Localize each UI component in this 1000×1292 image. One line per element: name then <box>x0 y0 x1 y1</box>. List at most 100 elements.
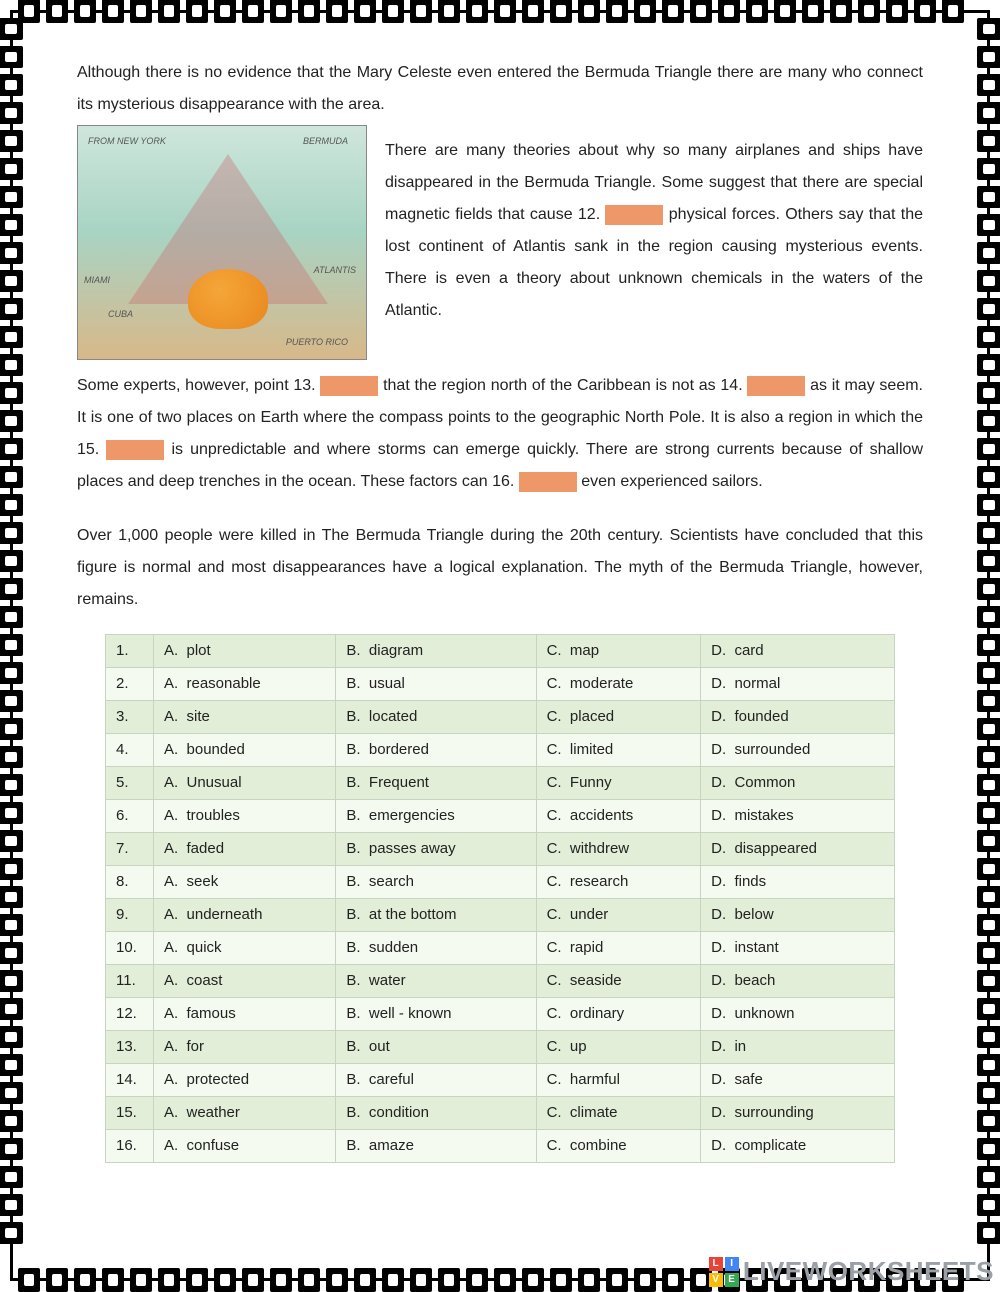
table-row: 9.A. underneathB. at the bottomC. underD… <box>106 899 895 932</box>
film-strip-left <box>0 15 23 1276</box>
answer-cell[interactable]: B. at the bottom <box>336 899 536 932</box>
answer-cell[interactable]: 15. <box>106 1097 154 1130</box>
answer-cell[interactable]: B. sudden <box>336 932 536 965</box>
answer-cell[interactable]: A. plot <box>154 635 336 668</box>
p3-text-a: Some experts, however, point 13. <box>77 377 320 394</box>
answer-cell[interactable]: 8. <box>106 866 154 899</box>
blank-12[interactable] <box>605 205 663 225</box>
table-row: 10.A. quickB. suddenC. rapidD. instant <box>106 932 895 965</box>
answer-cell[interactable]: 10. <box>106 932 154 965</box>
answer-cell[interactable]: A. faded <box>154 833 336 866</box>
answer-cell[interactable]: B. search <box>336 866 536 899</box>
answer-cell[interactable]: A. reasonable <box>154 668 336 701</box>
answer-cell[interactable]: C. research <box>536 866 701 899</box>
answer-cell[interactable]: B. passes away <box>336 833 536 866</box>
answer-cell[interactable]: C. map <box>536 635 701 668</box>
answer-cell[interactable]: 9. <box>106 899 154 932</box>
answer-cell[interactable]: D. surrounding <box>701 1097 895 1130</box>
answer-cell[interactable]: 2. <box>106 668 154 701</box>
answer-cell[interactable]: C. withdrew <box>536 833 701 866</box>
answer-cell[interactable]: A. troubles <box>154 800 336 833</box>
answer-cell[interactable]: D. unknown <box>701 998 895 1031</box>
answer-cell[interactable]: D. complicate <box>701 1130 895 1163</box>
octopus-icon <box>188 269 268 329</box>
map-label-miami: MIAMI <box>84 271 110 289</box>
paragraph-4: Over 1,000 people were killed in The Ber… <box>77 520 923 616</box>
answer-cell[interactable]: 14. <box>106 1064 154 1097</box>
answer-cell[interactable]: B. located <box>336 701 536 734</box>
answer-cell[interactable]: C. moderate <box>536 668 701 701</box>
answer-cell[interactable]: D. surrounded <box>701 734 895 767</box>
answer-cell[interactable]: D. card <box>701 635 895 668</box>
answer-cell[interactable]: D. instant <box>701 932 895 965</box>
answer-cell[interactable]: A. protected <box>154 1064 336 1097</box>
answer-cell[interactable]: C. harmful <box>536 1064 701 1097</box>
answer-cell[interactable]: A. for <box>154 1031 336 1064</box>
answer-cell[interactable]: 13. <box>106 1031 154 1064</box>
answer-cell[interactable]: C. up <box>536 1031 701 1064</box>
answer-cell[interactable]: A. famous <box>154 998 336 1031</box>
answer-cell[interactable]: B. water <box>336 965 536 998</box>
blank-16[interactable] <box>519 472 577 492</box>
answer-cell[interactable]: 12. <box>106 998 154 1031</box>
answer-cell[interactable]: D. in <box>701 1031 895 1064</box>
answer-cell[interactable]: C. placed <box>536 701 701 734</box>
answer-cell[interactable]: D. normal <box>701 668 895 701</box>
answer-cell[interactable]: A. site <box>154 701 336 734</box>
answer-cell[interactable]: 3. <box>106 701 154 734</box>
answer-cell[interactable]: A. confuse <box>154 1130 336 1163</box>
map-label-pr: PUERTO RICO <box>286 333 348 351</box>
answer-cell[interactable]: D. beach <box>701 965 895 998</box>
answer-cell[interactable]: 5. <box>106 767 154 800</box>
answer-cell[interactable]: B. Frequent <box>336 767 536 800</box>
answer-cell[interactable]: B. amaze <box>336 1130 536 1163</box>
answer-cell[interactable]: D. mistakes <box>701 800 895 833</box>
answer-cell[interactable]: B. condition <box>336 1097 536 1130</box>
answer-cell[interactable]: 16. <box>106 1130 154 1163</box>
answer-cell[interactable]: D. safe <box>701 1064 895 1097</box>
answer-cell[interactable]: D. Common <box>701 767 895 800</box>
answer-cell[interactable]: A. weather <box>154 1097 336 1130</box>
watermark-logo: LIVE <box>709 1257 739 1287</box>
answer-cell[interactable]: A. Unusual <box>154 767 336 800</box>
answer-cell[interactable]: C. climate <box>536 1097 701 1130</box>
answer-cell[interactable]: C. limited <box>536 734 701 767</box>
answer-cell[interactable]: A. bounded <box>154 734 336 767</box>
answer-cell[interactable]: D. below <box>701 899 895 932</box>
watermark: LIVE LIVEWORKSHEETS <box>709 1256 994 1287</box>
answer-cell[interactable]: D. founded <box>701 701 895 734</box>
answer-cell[interactable]: C. rapid <box>536 932 701 965</box>
answer-cell[interactable]: C. under <box>536 899 701 932</box>
answer-cell[interactable]: C. Funny <box>536 767 701 800</box>
answer-cell[interactable]: D. finds <box>701 866 895 899</box>
blank-14[interactable] <box>747 376 805 396</box>
answer-cell[interactable]: C. ordinary <box>536 998 701 1031</box>
answer-cell[interactable]: B. out <box>336 1031 536 1064</box>
answer-cell[interactable]: B. bordered <box>336 734 536 767</box>
answer-cell[interactable]: B. emergencies <box>336 800 536 833</box>
blank-15[interactable] <box>106 440 164 460</box>
answer-cell[interactable]: 7. <box>106 833 154 866</box>
answer-cell[interactable]: C. combine <box>536 1130 701 1163</box>
answer-cell[interactable]: B. usual <box>336 668 536 701</box>
answer-cell[interactable]: A. underneath <box>154 899 336 932</box>
answer-cell[interactable]: C. seaside <box>536 965 701 998</box>
table-row: 6.A. troublesB. emergenciesC. accidentsD… <box>106 800 895 833</box>
answer-cell[interactable]: 6. <box>106 800 154 833</box>
answer-cell[interactable]: A. coast <box>154 965 336 998</box>
answer-cell[interactable]: B. well - known <box>336 998 536 1031</box>
blank-13[interactable] <box>320 376 378 396</box>
answer-cell[interactable]: 4. <box>106 734 154 767</box>
table-row: 7.A. fadedB. passes awayC. withdrewD. di… <box>106 833 895 866</box>
answer-cell[interactable]: A. seek <box>154 866 336 899</box>
answer-cell[interactable]: 1. <box>106 635 154 668</box>
answer-cell[interactable]: A. quick <box>154 932 336 965</box>
answer-cell[interactable]: 11. <box>106 965 154 998</box>
map-label-cuba: CUBA <box>108 305 133 323</box>
answer-cell[interactable]: C. accidents <box>536 800 701 833</box>
answer-cell[interactable]: B. diagram <box>336 635 536 668</box>
answer-cell[interactable]: B. careful <box>336 1064 536 1097</box>
film-strip-top <box>15 0 985 23</box>
p3-text-e: even experienced sailors. <box>577 473 763 490</box>
answer-cell[interactable]: D. disappeared <box>701 833 895 866</box>
